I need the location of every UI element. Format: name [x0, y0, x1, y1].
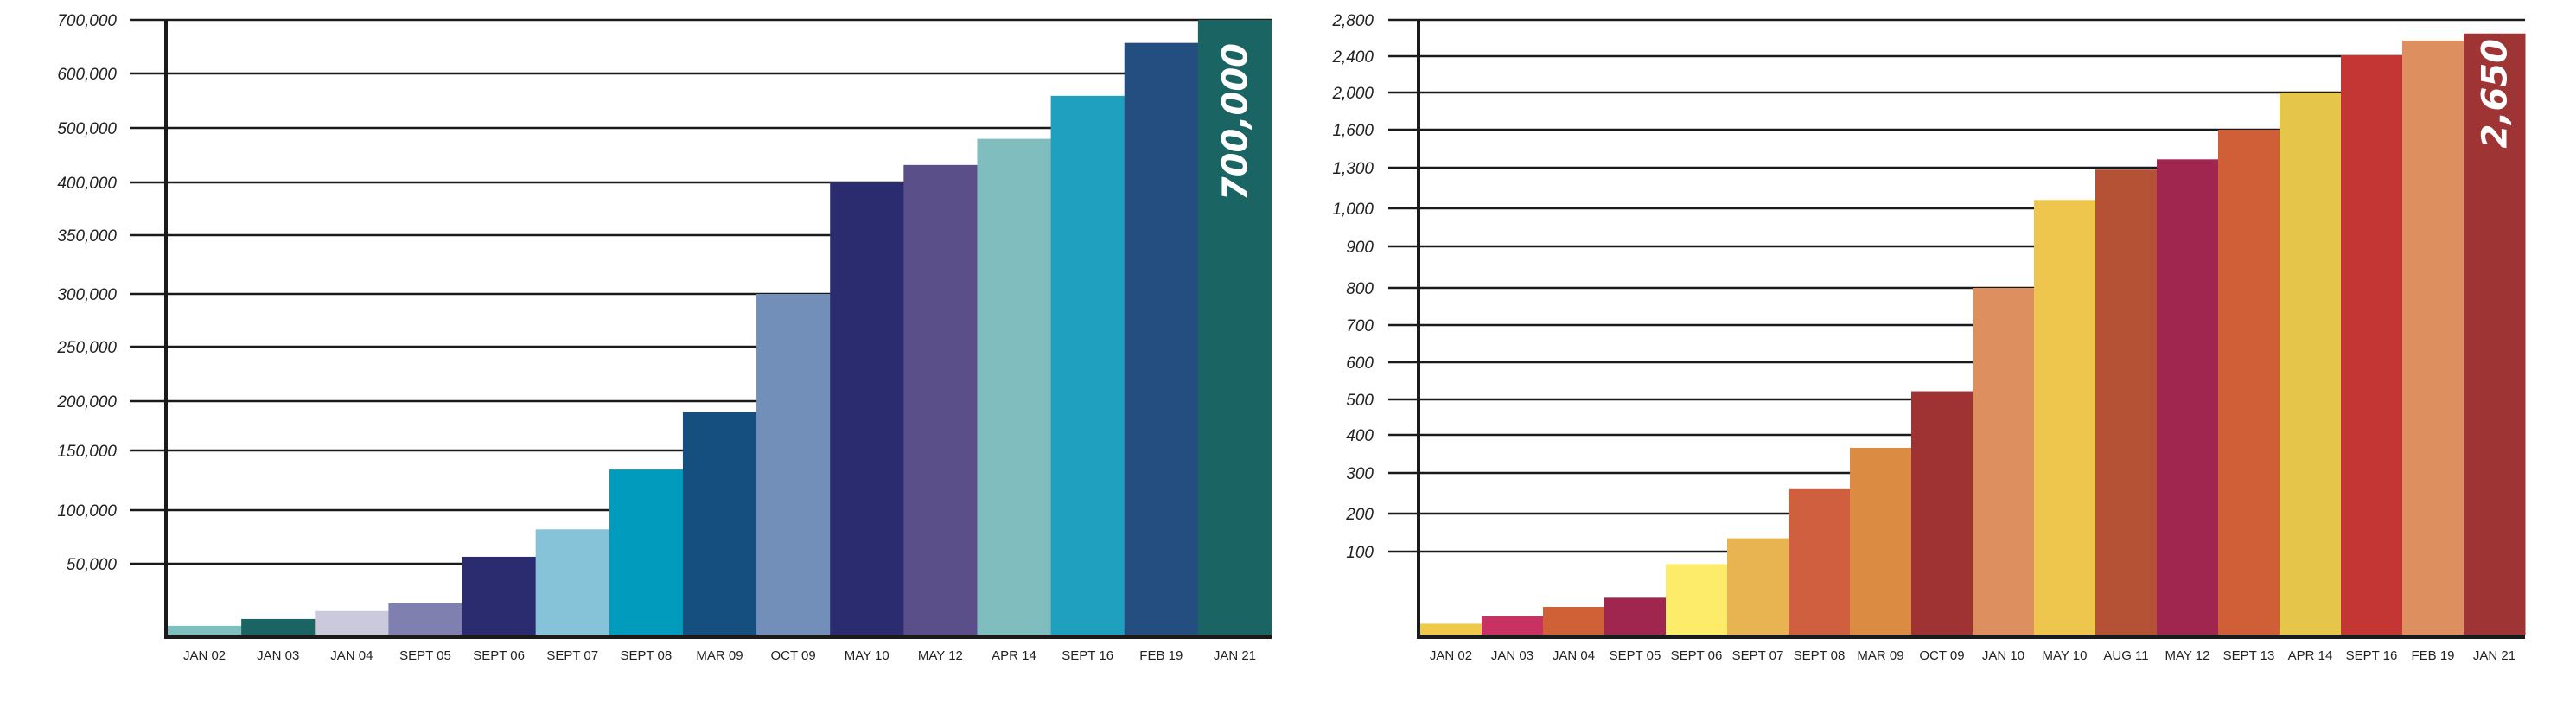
- x-tick-label: JAN 21: [2473, 648, 2515, 663]
- x-tick-label: SEPT 06: [1671, 648, 1723, 663]
- x-tick-label: APR 14: [2288, 648, 2333, 663]
- bar: [1482, 616, 1544, 635]
- bar: [1789, 488, 1851, 635]
- y-tick-label: 300,000: [57, 286, 117, 304]
- bar: [2402, 40, 2464, 635]
- x-tick-label: MAY 12: [918, 648, 963, 663]
- bar: [1973, 288, 2035, 635]
- x-tick-label: FEB 19: [2411, 648, 2454, 663]
- y-tick-label: 2,400: [1331, 48, 1374, 67]
- bar: [1604, 597, 1667, 635]
- x-tick-label: OCT 09: [1919, 648, 1964, 663]
- x-tick-label: MAY 12: [2165, 648, 2210, 663]
- bar: [1911, 391, 1973, 635]
- bar: [1850, 447, 1912, 635]
- x-tick-label: SEPT 08: [1794, 648, 1846, 663]
- bar: [241, 618, 316, 635]
- x-tick-label: APR 14: [992, 648, 1036, 663]
- y-tick-label: 50,000: [67, 556, 118, 574]
- x-tick-label: FEB 19: [1139, 648, 1183, 663]
- y-tick-label: 200: [1345, 506, 1374, 524]
- bar: [2341, 54, 2403, 635]
- x-tick-label: AUG 11: [2103, 648, 2148, 663]
- bar: [2034, 200, 2096, 635]
- x-tick-label: JAN 04: [1553, 648, 1595, 663]
- y-tick-label: 100,000: [57, 502, 117, 520]
- y-tick-label: 1,300: [1332, 160, 1374, 178]
- bar: [1124, 42, 1199, 636]
- x-tick-label: OCT 09: [771, 648, 816, 663]
- bar: [2280, 93, 2342, 635]
- y-tick-label: 600: [1346, 354, 1374, 373]
- bar: [2157, 159, 2219, 635]
- x-tick-label: SEPT 16: [2346, 648, 2398, 663]
- y-tick-label: 800: [1346, 280, 1374, 298]
- bar: [462, 556, 537, 635]
- bar: [2464, 33, 2526, 635]
- bar: [830, 182, 904, 635]
- y-tick-label: 350,000: [57, 227, 117, 246]
- x-tick-label: SEPT 05: [1610, 648, 1661, 663]
- y-tick-label: 400: [1346, 427, 1374, 445]
- bar: [682, 412, 757, 635]
- y-tick-label: 400,000: [57, 175, 117, 193]
- x-tick-label: JAN 04: [330, 648, 373, 663]
- bar: [315, 610, 389, 635]
- bar: [609, 469, 684, 635]
- x-tick-label: SEPT 08: [620, 648, 672, 663]
- x-tick-label: JAN 03: [257, 648, 299, 663]
- bar: [903, 164, 978, 636]
- x-tick-label: SEPT 05: [399, 648, 451, 663]
- bar: [388, 603, 463, 635]
- x-tick-label: JAN 10: [1982, 648, 2024, 663]
- x-tick-label: SEPT 16: [1062, 648, 1113, 663]
- value-annotation: 700,000: [1215, 43, 1255, 201]
- y-tick-label: 700,000: [57, 12, 117, 30]
- bar: [1420, 623, 1482, 635]
- y-tick-label: 200,000: [56, 393, 117, 412]
- x-tick-label: JAN 03: [1491, 648, 1533, 663]
- bar: [2095, 169, 2158, 635]
- bar: [1543, 607, 1605, 635]
- bar: [2218, 130, 2280, 635]
- y-tick-label: 600,000: [57, 66, 117, 84]
- y-tick-label: 250,000: [56, 339, 117, 357]
- bar: [1666, 564, 1728, 635]
- value-annotation: 2,650: [2476, 39, 2515, 149]
- y-tick-label: 1,600: [1332, 122, 1374, 140]
- x-tick-label: MAY 10: [2043, 648, 2088, 663]
- bar: [977, 138, 1052, 636]
- x-tick-label: SEPT 07: [1732, 648, 1784, 663]
- x-tick-label: JAN 21: [1214, 648, 1256, 663]
- x-tick-label: MAR 09: [696, 648, 743, 663]
- bar: [756, 294, 831, 635]
- x-tick-label: MAR 09: [1857, 648, 1903, 663]
- bar: [1050, 95, 1125, 635]
- y-tick-label: 500: [1346, 392, 1374, 410]
- y-tick-label: 1,000: [1332, 201, 1374, 219]
- bar: [535, 529, 610, 635]
- x-tick-label: JAN 02: [1430, 648, 1472, 663]
- bar: [168, 625, 242, 635]
- y-tick-label: 300: [1346, 465, 1374, 483]
- x-tick-label: SEPT 07: [546, 648, 598, 663]
- y-tick-label: 150,000: [57, 443, 117, 461]
- x-tick-label: MAY 10: [845, 648, 889, 663]
- x-tick-label: SEPT 06: [473, 648, 525, 663]
- y-tick-label: 2,000: [1331, 85, 1374, 103]
- bar: [1197, 20, 1272, 635]
- x-tick-label: SEPT 13: [2223, 648, 2275, 663]
- y-tick-label: 100: [1346, 544, 1374, 562]
- y-tick-label: 500,000: [57, 120, 117, 138]
- bar: [1727, 538, 1789, 635]
- y-tick-label: 700: [1346, 317, 1374, 335]
- y-tick-label: 900: [1346, 239, 1374, 257]
- x-tick-label: JAN 02: [183, 648, 226, 663]
- y-tick-label: 2,800: [1331, 12, 1374, 30]
